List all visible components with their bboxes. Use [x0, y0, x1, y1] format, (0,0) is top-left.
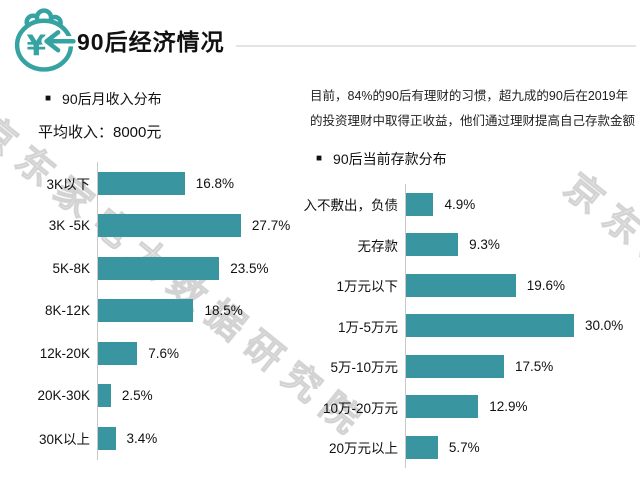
category-label: 1万元以下	[336, 279, 398, 295]
bar-track: 4.9%	[405, 184, 640, 225]
bar-row: 1万-5万元 30.0%	[308, 305, 640, 346]
value-label: 2.5%	[121, 388, 153, 404]
category-label: 12k-20K	[39, 345, 90, 361]
page-title: 90后经济情况	[77, 29, 225, 55]
value-label: 19.6%	[526, 277, 566, 293]
category-label: 20万元以上	[328, 441, 398, 457]
bar	[98, 299, 194, 323]
category-label: 3K以下	[46, 177, 90, 193]
bar-track: 19.6%	[405, 265, 640, 306]
value-label: 17.5%	[515, 358, 554, 374]
bar-row: 无存款 9.3%	[308, 224, 640, 265]
intro-paragraph: 目前，84%的90后有理财的习惯，超九成的90后在2019年 的投资理财中取得正…	[310, 84, 640, 134]
bar-track: 30.0%	[405, 305, 640, 346]
value-label: 27.7%	[251, 218, 291, 234]
bar	[406, 435, 438, 459]
bar-row: 1万元以下 19.6%	[308, 265, 640, 306]
bar-row: 入不敷出，负债 4.9%	[303, 184, 640, 225]
bar-row: 3K以下 16.8%	[30, 162, 330, 205]
intro-line-1: 目前，84%的90后有理财的习惯，超九成的90后在2019年	[310, 89, 629, 103]
savings-bar-chart: 入不敷出，负债 4.9% 无存款 9.3% 1万元以下 19.6% 1万-5万元 30.0% 5…	[303, 184, 640, 468]
value-label: 7.6%	[148, 345, 179, 361]
bar-row: 20万元以上 5.7%	[308, 427, 640, 468]
income-chart-title-label: 90后月收入分布	[62, 91, 162, 107]
bar-row: 30K以上 3.4%	[30, 417, 330, 460]
bar	[406, 395, 479, 419]
bar-row: 8K-12K 18.5%	[30, 289, 330, 332]
value-label: 16.8%	[195, 175, 234, 191]
bar	[98, 341, 138, 365]
bar-track: 3.4%	[97, 417, 330, 460]
bar	[98, 384, 111, 408]
bar	[98, 171, 185, 195]
category-label: 3K -5K	[48, 218, 90, 234]
bar-track: 2.5%	[97, 374, 330, 417]
bar-track: 9.3%	[405, 224, 640, 265]
bar-row: 5万-10万元 17.5%	[308, 346, 640, 387]
bar-row: 20K-30K 2.5%	[30, 374, 330, 417]
category-label: 8K-12K	[44, 303, 90, 319]
category-label: 30K以上	[38, 432, 90, 448]
bar	[406, 354, 504, 378]
money-bag-icon: ¥	[12, 8, 80, 72]
value-label: 3.4%	[126, 430, 158, 446]
bar-track: 18.5%	[97, 289, 330, 332]
average-income-label: 平均收入：8000元	[38, 124, 162, 141]
bar-row: 5K-8K 23.5%	[30, 247, 330, 290]
bar	[406, 314, 574, 338]
bar-track: 27.7%	[97, 204, 330, 247]
bar-track: 23.5%	[97, 247, 330, 290]
header-divider	[236, 45, 636, 47]
bar-track: 12.9%	[405, 386, 640, 427]
category-label: 入不敷出，负债	[303, 198, 399, 214]
bar-track: 17.5%	[405, 346, 640, 387]
bullet-square-icon: ■	[45, 93, 52, 104]
value-label: 4.9%	[444, 196, 476, 212]
bar	[98, 426, 116, 450]
value-label: 18.5%	[204, 303, 243, 319]
category-label: 20K-30K	[37, 388, 90, 404]
value-label: 30.0%	[585, 318, 624, 334]
category-label: 无存款	[357, 238, 399, 254]
category-label: 10万-20万元	[322, 400, 398, 416]
category-label: 1万-5万元	[337, 319, 398, 335]
bar-row: 12k-20K 7.6%	[30, 332, 330, 375]
bar	[406, 233, 459, 257]
intro-line-2: 的投资理财中取得正收益，他们通过理财提高自己存款金额	[310, 114, 636, 128]
bar	[98, 256, 220, 280]
value-label: 23.5%	[230, 260, 269, 276]
bar	[98, 214, 241, 238]
savings-chart-title: ■ 90后当前存款分布	[316, 149, 447, 169]
left-arrow-icon	[44, 30, 76, 53]
bar	[406, 273, 516, 297]
yuan-symbol: ¥	[27, 29, 47, 62]
bar-track: 5.7%	[405, 427, 640, 468]
value-label: 12.9%	[489, 399, 528, 415]
value-label: 5.7%	[448, 439, 480, 455]
bar-row: 3K -5K 27.7%	[30, 204, 330, 247]
value-label: 9.3%	[469, 237, 500, 253]
bar	[406, 192, 434, 216]
savings-chart-title-label: 90后当前存款分布	[333, 151, 447, 167]
bar-row: 10万-20万元 12.9%	[308, 386, 640, 427]
income-bar-chart: 3K以下 16.8% 3K -5K 27.7% 5K-8K 23.5% 8K-12K 18.5…	[30, 162, 330, 460]
bullet-square-icon: ■	[316, 153, 323, 164]
bar-track: 16.8%	[97, 162, 330, 205]
category-label: 5万-10万元	[330, 360, 398, 376]
bar-track: 7.6%	[97, 332, 330, 375]
category-label: 5K-8K	[52, 260, 90, 276]
income-chart-title: ■ 90后月收入分布	[45, 89, 162, 109]
